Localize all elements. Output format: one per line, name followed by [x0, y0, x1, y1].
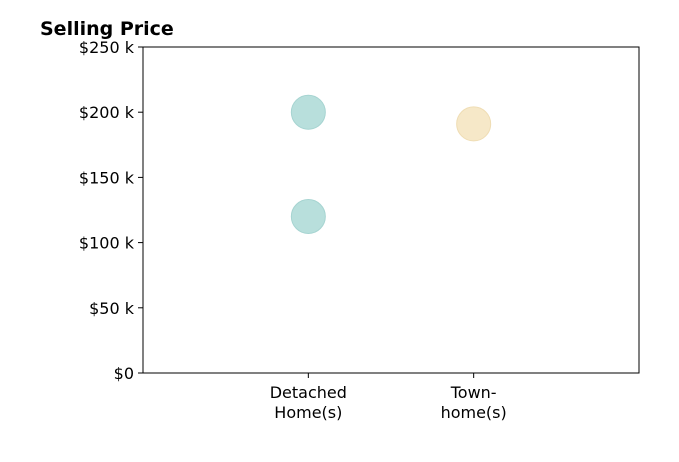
y-tick-label: $100 k [79, 234, 135, 253]
data-points [290, 94, 492, 235]
y-tick-label: $0 [114, 364, 134, 383]
chart-title: Selling Price [40, 18, 174, 40]
x-tick-label: Town- [450, 383, 497, 402]
data-point [290, 199, 326, 235]
y-tick-label: $250 k [79, 38, 135, 57]
y-tick-label: $200 k [79, 103, 135, 122]
y-tick-label: $50 k [89, 299, 135, 318]
plot-area [142, 46, 640, 374]
x-tick-label: Home(s) [274, 403, 342, 422]
x-tick-label: Detached [270, 383, 347, 402]
y-tick-label: $150 k [79, 168, 135, 187]
x-tick-label: home(s) [441, 403, 507, 422]
data-point [456, 106, 492, 142]
y-axis: $0 $50 k $100 k $150 k $200 k $250 k [79, 38, 143, 383]
data-point [290, 94, 326, 130]
